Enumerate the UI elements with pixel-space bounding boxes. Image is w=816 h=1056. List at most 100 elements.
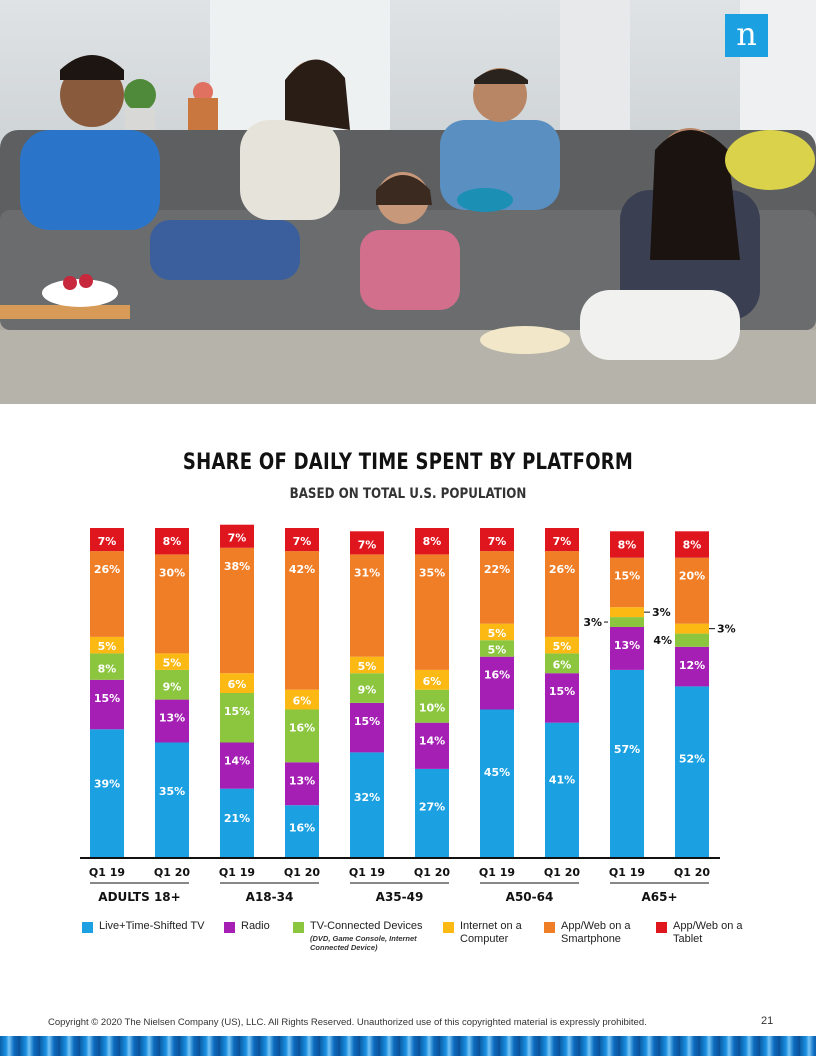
legend-item-tv-connected: TV-Connected Devices (DVD, Game Console,… — [293, 920, 425, 952]
data-label: 8% — [683, 538, 702, 551]
bar-segment — [155, 653, 189, 670]
bar-segment — [480, 656, 514, 710]
x-tick-label: Q1 19 — [349, 866, 385, 879]
data-label: 12% — [679, 659, 705, 672]
bar-segment — [220, 547, 254, 674]
data-label: 9% — [358, 684, 377, 697]
legend-item-internet-computer: Internet on a Computer — [443, 920, 530, 946]
bar-segment — [675, 557, 709, 624]
family-photo: n — [0, 0, 816, 404]
data-label: 5% — [358, 660, 377, 673]
data-label: 13% — [289, 774, 315, 787]
bar-segment — [545, 528, 579, 552]
bar-segment — [285, 528, 319, 552]
bar-segment — [285, 709, 319, 763]
bar-segment — [610, 531, 644, 558]
data-label: 15% — [94, 692, 120, 705]
data-label: 3% — [583, 616, 602, 629]
bar-segment — [285, 762, 319, 806]
legend-swatch-live-tv — [82, 922, 93, 933]
data-label: 35% — [419, 566, 445, 579]
brand-logo-letter: n — [736, 14, 757, 53]
data-label: 5% — [163, 657, 182, 670]
bar-segment — [350, 752, 384, 858]
data-label: 22% — [484, 563, 510, 576]
x-tick-label: Q1 20 — [284, 866, 320, 879]
copyright-text: Copyright © 2020 The Nielsen Company (US… — [48, 1017, 647, 1028]
bar-segment — [155, 742, 189, 858]
data-label: 15% — [354, 715, 380, 728]
bar-segment — [350, 656, 384, 674]
data-label: 38% — [224, 560, 250, 573]
group-label: A65+ — [641, 890, 677, 904]
legend-note-tv-connected: (DVD, Game Console, Internet Connected D… — [310, 934, 417, 952]
bar-segment — [675, 531, 709, 558]
data-label: 30% — [159, 566, 185, 579]
data-label: 4% — [653, 634, 672, 647]
x-tick-label: Q1 20 — [414, 866, 450, 879]
bar-segment — [220, 742, 254, 789]
bar-segment — [350, 531, 384, 555]
bar-segment — [545, 551, 579, 637]
bar-segment — [415, 528, 449, 555]
bar-segment — [155, 669, 189, 700]
data-label: 27% — [419, 800, 445, 813]
legend-label-tablet: App/Web on a Tablet — [673, 920, 743, 945]
data-label: 52% — [679, 752, 705, 765]
bar-segment — [155, 554, 189, 654]
bar-segment — [545, 673, 579, 723]
bar-segment — [545, 653, 579, 674]
data-label: 6% — [293, 695, 312, 708]
bar-segment — [220, 673, 254, 693]
bar-segment — [610, 607, 644, 618]
legend-swatch-tablet — [656, 922, 667, 933]
bar-segment — [90, 679, 124, 730]
legend-item-radio: Radio — [224, 920, 270, 933]
legend-swatch-tv-connected — [293, 922, 304, 933]
data-label: 7% — [488, 535, 507, 548]
group-label: A35-49 — [376, 890, 424, 904]
data-label: 57% — [614, 743, 640, 756]
bar-segment — [480, 640, 514, 657]
x-tick-label: Q1 20 — [674, 866, 710, 879]
data-label: 26% — [94, 563, 120, 576]
legend-label-internet-computer: Internet on a Computer — [460, 920, 522, 945]
chart-legend: Live+Time-Shifted TV Radio TV-Connected … — [82, 920, 782, 960]
data-label: 10% — [419, 701, 445, 714]
data-label: 5% — [553, 640, 572, 653]
group-label: A18-34 — [246, 890, 294, 904]
data-label: 14% — [224, 755, 250, 768]
bar-segment — [285, 551, 319, 690]
data-label: 6% — [553, 658, 572, 671]
data-label: 8% — [618, 538, 637, 551]
x-tick-label: Q1 20 — [544, 866, 580, 879]
data-label: 7% — [358, 538, 377, 551]
bar-segment — [480, 551, 514, 624]
bar-segment — [480, 709, 514, 858]
bar-segment — [350, 673, 384, 703]
data-label: 7% — [98, 535, 117, 548]
legend-item-live-tv: Live+Time-Shifted TV — [82, 920, 204, 933]
data-label: 14% — [419, 735, 445, 748]
data-label: 5% — [488, 643, 507, 656]
bar-segment — [90, 653, 124, 680]
bar-segment — [285, 689, 319, 710]
bar-segment — [220, 524, 254, 548]
data-label: 42% — [289, 563, 315, 576]
page-number: 21 — [761, 1015, 774, 1027]
bar-segment — [415, 722, 449, 769]
legend-swatch-smartphone — [544, 922, 555, 933]
bar-segment — [415, 689, 449, 723]
bar-segment — [545, 636, 579, 654]
data-label: 15% — [614, 570, 640, 583]
data-label: 16% — [484, 669, 510, 682]
data-label: 21% — [224, 812, 250, 825]
bar-segment — [90, 636, 124, 654]
bar-segment — [610, 557, 644, 608]
data-label: 7% — [553, 535, 572, 548]
data-label: 15% — [224, 705, 250, 718]
brand-logo: n — [725, 14, 768, 57]
data-label: 16% — [289, 821, 315, 834]
legend-label-live-tv: Live+Time-Shifted TV — [99, 920, 205, 932]
bar-segment — [480, 528, 514, 552]
